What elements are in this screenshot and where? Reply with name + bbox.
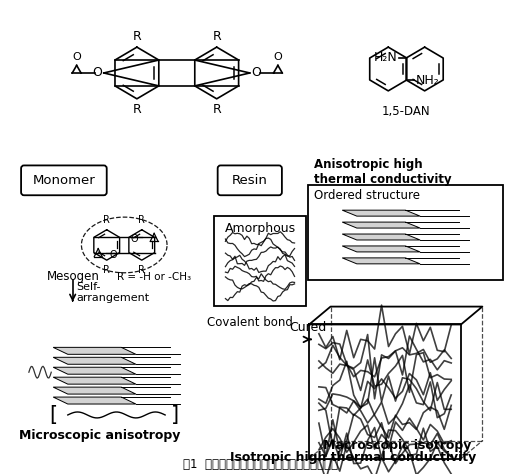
Text: H₂N: H₂N [374, 50, 397, 64]
Polygon shape [342, 234, 420, 240]
Text: O: O [252, 66, 262, 79]
Text: R: R [138, 265, 145, 275]
FancyBboxPatch shape [218, 165, 282, 195]
Text: ]: ] [171, 405, 179, 425]
Text: 1,5-DAN: 1,5-DAN [382, 105, 431, 118]
Text: Cured: Cured [289, 322, 327, 334]
Text: R: R [132, 103, 141, 116]
Text: O: O [92, 66, 102, 79]
Text: R: R [103, 265, 110, 275]
Text: O: O [131, 234, 138, 244]
Polygon shape [342, 258, 420, 264]
Polygon shape [53, 357, 136, 364]
Polygon shape [53, 367, 136, 374]
Text: O: O [110, 249, 118, 259]
Text: 图1  联苯型环氧树脂和萘环型固化剂及其固化物: 图1 联苯型环氧树脂和萘环型固化剂及其固化物 [183, 458, 338, 471]
Text: Covalent bond: Covalent bond [207, 315, 293, 329]
Text: O: O [72, 52, 81, 62]
Polygon shape [342, 246, 420, 252]
Text: [: [ [49, 405, 57, 425]
Polygon shape [342, 210, 420, 216]
Text: R = -H or -CH₃: R = -H or -CH₃ [118, 272, 192, 282]
FancyBboxPatch shape [214, 216, 306, 305]
Text: Ordered structure: Ordered structure [314, 189, 420, 202]
Polygon shape [342, 222, 420, 228]
Text: NH₂: NH₂ [416, 75, 439, 87]
Text: Mesogen: Mesogen [47, 270, 99, 283]
Polygon shape [53, 387, 136, 394]
Text: R: R [138, 215, 145, 225]
Text: R: R [132, 30, 141, 43]
Text: R: R [212, 103, 221, 116]
Text: R: R [103, 215, 110, 225]
FancyBboxPatch shape [308, 185, 503, 280]
Text: Isotropic high thermal conductivity: Isotropic high thermal conductivity [230, 451, 476, 464]
FancyBboxPatch shape [21, 165, 107, 195]
Polygon shape [53, 397, 136, 404]
Text: Self-
arrangement: Self- arrangement [77, 282, 150, 304]
Text: Microscopic anisotropy: Microscopic anisotropy [19, 429, 180, 442]
Text: Resin: Resin [232, 174, 268, 187]
Text: Anisotropic high
thermal conductivity: Anisotropic high thermal conductivity [314, 159, 452, 187]
Text: O: O [273, 52, 282, 62]
Text: Macroscopic isotropy: Macroscopic isotropy [322, 439, 471, 452]
Polygon shape [53, 377, 136, 384]
Polygon shape [53, 347, 136, 354]
Text: Amorphous: Amorphous [224, 222, 295, 235]
Text: Monomer: Monomer [33, 174, 95, 187]
Text: R: R [212, 30, 221, 43]
